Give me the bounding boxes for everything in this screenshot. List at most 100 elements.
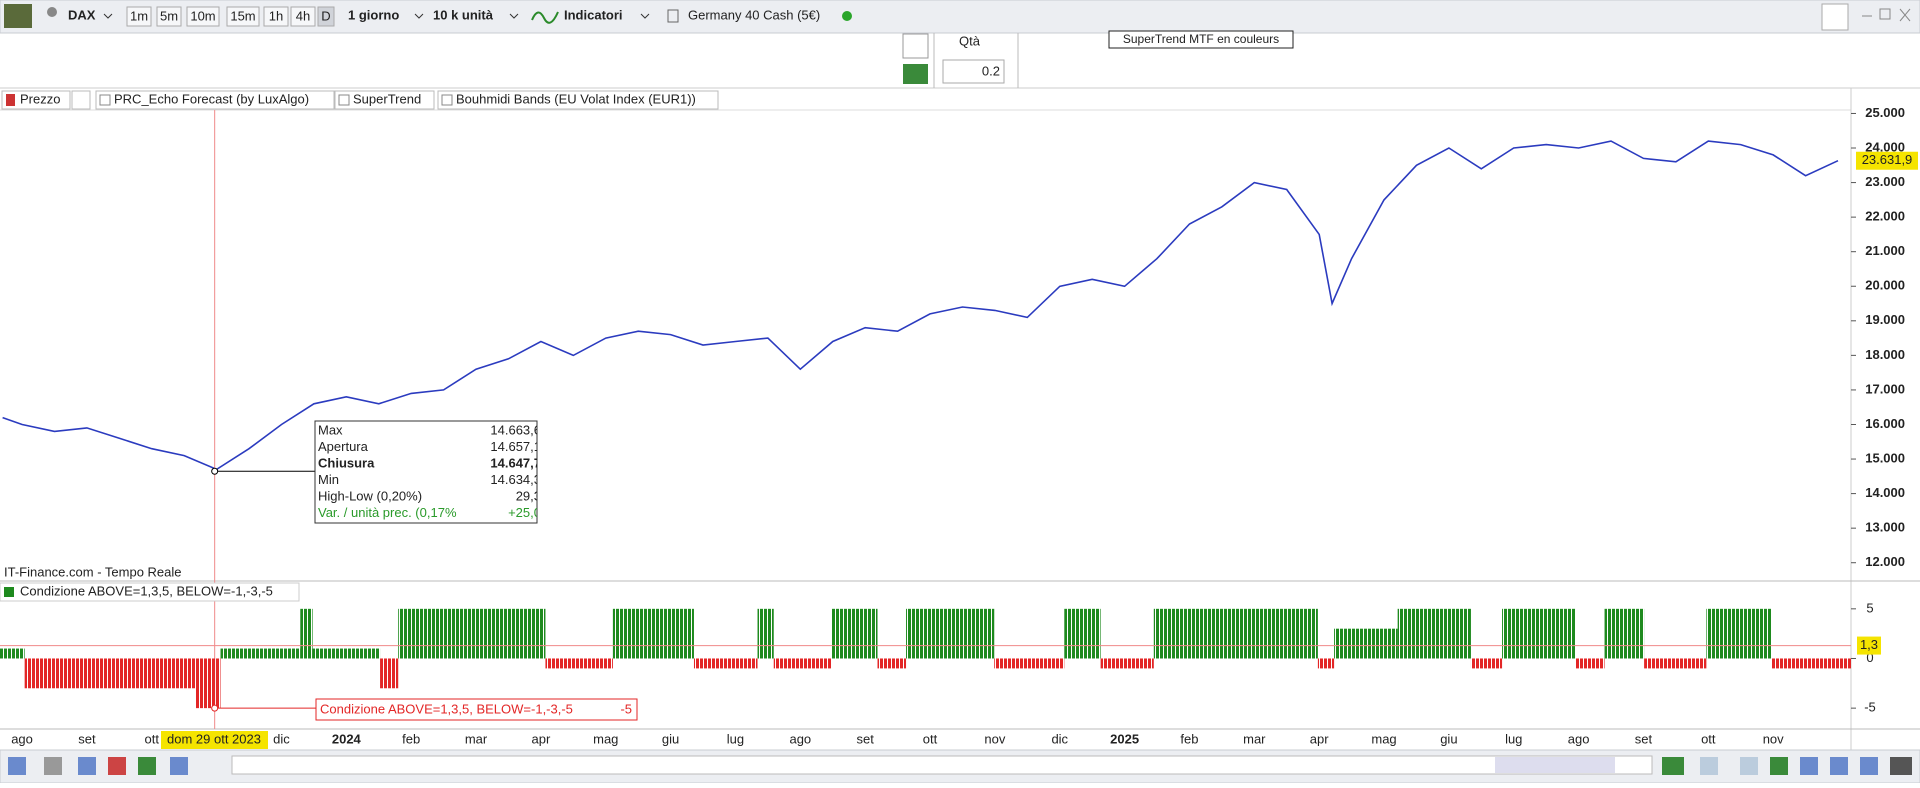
date-label: lug <box>727 731 744 746</box>
tab-label[interactable]: Bouhmidi Bands (EU Volat Index (EUR1)) <box>456 91 696 106</box>
dropdown-icon[interactable] <box>414 13 424 19</box>
dropdown-icon[interactable] <box>103 13 113 19</box>
tab[interactable] <box>334 90 435 110</box>
crosshair-date: dom 29 ott 2023 <box>167 731 261 746</box>
date-label: 2024 <box>332 731 362 746</box>
condition-bar <box>0 648 25 659</box>
tab[interactable] <box>1 90 71 110</box>
timeframe-label[interactable]: 4h <box>296 8 310 23</box>
qty-label: Qtà <box>959 33 981 48</box>
symbol[interactable]: DAX <box>68 7 96 22</box>
units[interactable]: 10 k unità <box>433 7 494 22</box>
wrench-button[interactable] <box>902 33 929 59</box>
timeframe-label[interactable]: 5m <box>160 8 178 23</box>
date-label: dic <box>273 731 290 746</box>
qty-input[interactable] <box>942 59 1005 84</box>
timeframe-label[interactable]: D <box>321 8 330 23</box>
tab-label[interactable]: Prezzo <box>20 91 60 106</box>
timeframe-button[interactable] <box>226 6 260 27</box>
tab[interactable] <box>437 90 719 110</box>
qty-value[interactable]: 0.2 <box>982 63 1000 78</box>
date-label: dic <box>1051 731 1068 746</box>
tab-checkbox[interactable] <box>441 94 453 106</box>
instrument: Germany 40 Cash (5€) <box>688 7 820 22</box>
timeframe-button[interactable] <box>156 6 182 27</box>
y-tick-label: 15.000 <box>1865 450 1905 465</box>
condition-bar <box>612 608 694 659</box>
condition-bar <box>312 648 381 659</box>
timeframe-button[interactable] <box>263 6 289 27</box>
tab-checkbox[interactable] <box>99 94 111 106</box>
condition-bar <box>195 658 221 709</box>
crosshair-date-box <box>161 731 268 749</box>
logo <box>4 4 32 28</box>
tab-list-icon[interactable] <box>71 90 91 110</box>
y-tick-label: 0 <box>1866 650 1873 665</box>
tab-checkbox[interactable] <box>338 94 350 106</box>
condition-bar <box>757 608 774 659</box>
indicators-icon <box>531 11 559 24</box>
condition-bar <box>1502 608 1576 659</box>
date-label: ott <box>923 731 938 746</box>
tooltip-label: Chiusura <box>318 455 375 470</box>
strategy-box[interactable] <box>1108 30 1294 49</box>
cursor-point <box>211 704 219 712</box>
timeframe-button[interactable] <box>186 6 220 27</box>
y-tick-label: 22.000 <box>1865 209 1905 224</box>
keyboard-button[interactable] <box>903 64 928 84</box>
condition-bar <box>220 648 301 659</box>
dropdown-icon[interactable] <box>509 13 519 19</box>
indicators-button[interactable]: Indicatori <box>564 7 623 22</box>
date-label: feb <box>1180 731 1198 746</box>
tooltip-label: High-Low (0,20%) <box>318 488 422 503</box>
tool-icons[interactable] <box>8 757 1912 775</box>
scroll-thumb[interactable] <box>1495 757 1615 773</box>
dropdown-icon[interactable] <box>640 13 650 19</box>
tab-label[interactable]: SuperTrend <box>353 91 421 106</box>
tooltip-value: 14.657,1 <box>490 439 541 454</box>
tab[interactable] <box>95 90 335 110</box>
date-label: apr <box>1310 731 1329 746</box>
timeframe-button[interactable] <box>126 6 152 27</box>
info-icon[interactable] <box>667 9 679 23</box>
cursor-point <box>211 467 219 475</box>
timeframe-label[interactable]: 1m <box>130 8 148 23</box>
settings-icon[interactable] <box>47 7 57 17</box>
reference-box <box>1857 636 1881 655</box>
timeframe-button[interactable] <box>317 6 335 27</box>
tooltip-label: Apertura <box>318 439 369 454</box>
y-tick-label: 5 <box>1866 600 1873 615</box>
date-label: mar <box>1243 731 1266 746</box>
condition-bar <box>1470 658 1503 669</box>
indicator-title: Condizione ABOVE=1,3,5, BELOW=-1,-3,-5 <box>20 583 273 598</box>
timeframe-button[interactable] <box>290 6 316 27</box>
date-label: set <box>78 731 96 746</box>
window-controls[interactable] <box>1862 8 1911 22</box>
status-dot <box>842 11 852 21</box>
period[interactable]: 1 giorno <box>348 7 399 22</box>
indicator-swatch <box>4 587 14 597</box>
tooltip-value: 14.647,7 <box>490 455 541 470</box>
refresh-button[interactable] <box>1821 3 1849 31</box>
timeframe-label[interactable]: 1h <box>269 8 283 23</box>
date-label: mar <box>465 731 488 746</box>
condition-bar <box>1644 658 1707 669</box>
date-label: giu <box>1440 731 1457 746</box>
timeframe-label[interactable]: 15m <box>230 8 255 23</box>
cursor-value: -5 <box>620 701 632 716</box>
date-label: nov <box>1763 731 1784 746</box>
strategy-label[interactable]: SuperTrend MTF en couleurs <box>1123 32 1279 46</box>
date-label: ago <box>11 731 33 746</box>
scrollbar[interactable] <box>231 755 1653 775</box>
last-price-box <box>1856 151 1918 170</box>
condition-bar <box>1153 608 1318 659</box>
tooltip-value: 14.663,6 <box>490 422 541 437</box>
y-tick-label: 24.000 <box>1865 139 1905 154</box>
tab-label[interactable]: PRC_Echo Forecast (by LuxAlgo) <box>114 91 309 106</box>
price-line <box>2 140 1839 471</box>
condition-bar <box>1317 658 1335 669</box>
condition-bar <box>1397 608 1471 659</box>
y-tick-label: 13.000 <box>1865 520 1905 535</box>
timeframe-label[interactable]: 10m <box>190 8 215 23</box>
